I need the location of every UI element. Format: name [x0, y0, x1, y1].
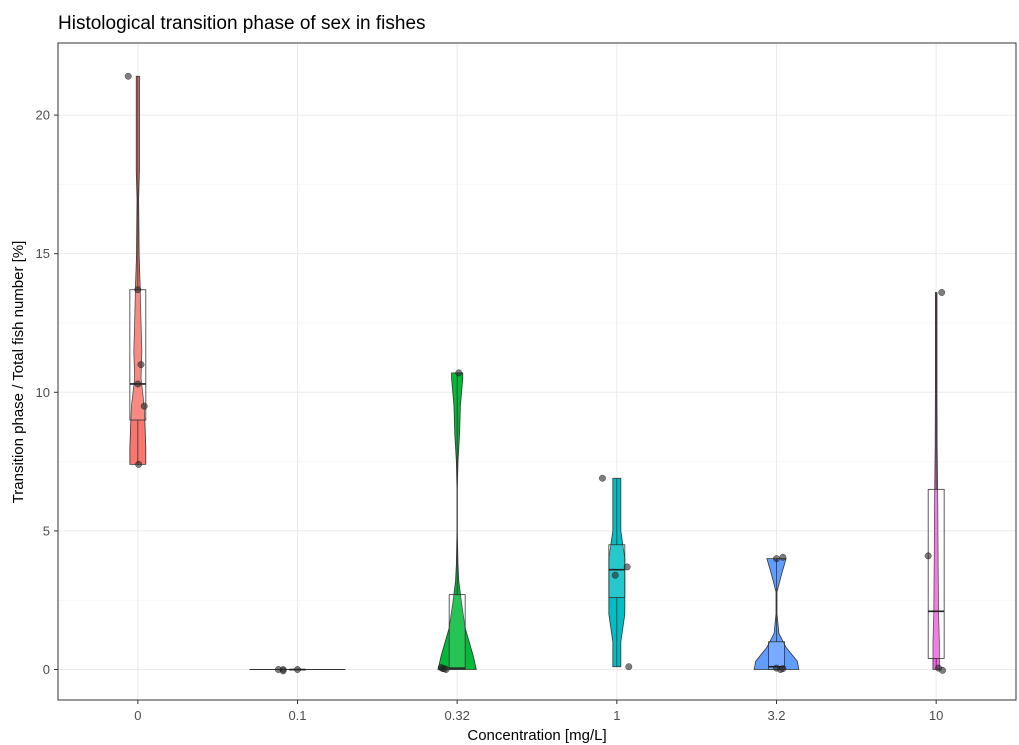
x-axis: 0 0.1 0.32 1 3.2 10 [134, 700, 943, 723]
point-1 [623, 563, 631, 571]
y-tick-label: 5 [43, 523, 50, 538]
point-0 [140, 402, 148, 410]
point-0 [134, 380, 142, 388]
point-3.2 [779, 665, 787, 673]
box-iqr-0 [129, 289, 147, 421]
point-1 [599, 474, 606, 482]
data-points [124, 72, 947, 675]
x-tick-label: 3.2 [767, 708, 785, 723]
point-0 [137, 361, 145, 369]
x-tick-label: 0 [134, 708, 141, 723]
point-0.1 [279, 667, 287, 675]
x-tick-label: 10 [929, 708, 943, 723]
chart-title: Histological transition phase of sex in … [58, 13, 426, 34]
y-axis: 0 5 10 15 20 [36, 108, 58, 677]
box-iqr-1 [608, 544, 626, 598]
point-0.1 [294, 666, 301, 673]
box-iqr-0.32 [448, 594, 466, 670]
point-0.32 [455, 369, 463, 377]
boxplots [129, 76, 945, 671]
point-3.2 [773, 555, 780, 563]
box-iqr-10 [927, 488, 945, 659]
point-0.32 [442, 666, 450, 673]
point-10 [939, 666, 947, 674]
point-0 [124, 72, 132, 80]
point-0 [135, 460, 143, 468]
point-3.2 [779, 553, 787, 561]
y-axis-label: Transition phase / Total fish number [%] [10, 241, 27, 504]
x-tick-label: 0.1 [288, 708, 306, 723]
point-10 [938, 289, 946, 296]
y-tick-label: 0 [43, 662, 50, 677]
x-tick-label: 0.32 [445, 708, 470, 723]
point-10 [924, 552, 932, 560]
y-tick-label: 20 [36, 108, 50, 123]
point-1 [625, 663, 633, 671]
y-tick-label: 15 [36, 246, 50, 261]
point-1 [611, 571, 619, 579]
y-tick-label: 10 [36, 385, 50, 400]
point-0 [134, 286, 142, 294]
x-axis-label: Concentration [mg/L] [467, 727, 606, 744]
x-tick-label: 1 [613, 708, 620, 723]
panel-border [57, 42, 1017, 701]
